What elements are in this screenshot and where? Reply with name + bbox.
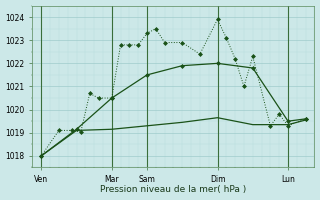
X-axis label: Pression niveau de la mer( hPa ): Pression niveau de la mer( hPa ) [100, 185, 247, 194]
